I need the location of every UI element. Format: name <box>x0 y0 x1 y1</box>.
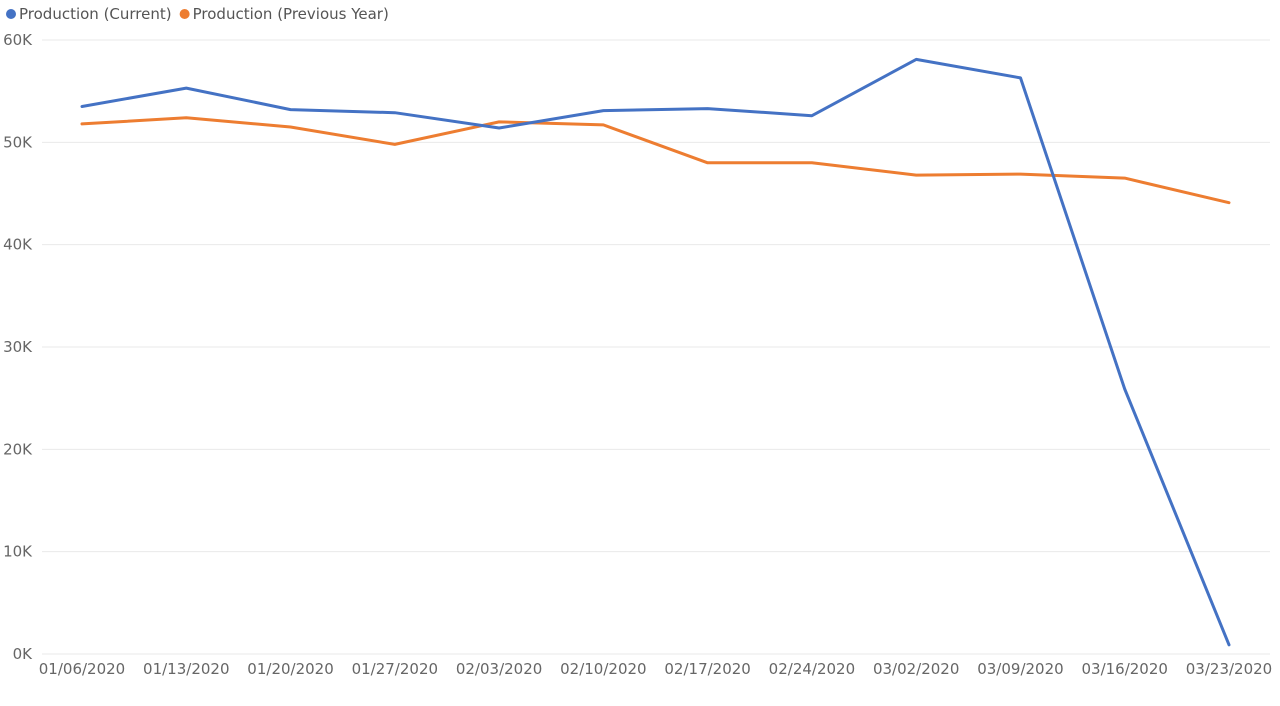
y-tick-label: 20K <box>3 440 33 458</box>
x-tick-label: 02/10/2020 <box>560 660 646 678</box>
x-tick-label: 03/23/2020 <box>1186 660 1272 678</box>
x-tick-label: 03/09/2020 <box>977 660 1063 678</box>
x-tick-label: 01/27/2020 <box>352 660 438 678</box>
x-tick-label: 02/03/2020 <box>456 660 542 678</box>
legend-marker <box>179 9 190 19</box>
y-axis: 0K 10K 20K 30K 40K 50K 60K <box>3 31 33 663</box>
x-tick-label: 01/06/2020 <box>39 660 125 678</box>
x-tick-label: 02/24/2020 <box>769 660 855 678</box>
legend: Production (Current) Production (Previous… <box>6 5 389 23</box>
x-tick-label: 01/13/2020 <box>143 660 229 678</box>
y-tick-label: 30K <box>3 338 33 356</box>
legend-label: Production (Current) <box>19 5 172 23</box>
gridlines <box>42 39 1270 655</box>
series-lines <box>80 57 1231 647</box>
legend-marker <box>6 9 16 19</box>
y-tick-label: 40K <box>3 236 33 254</box>
series-line-current <box>80 57 1231 647</box>
y-tick-label: 10K <box>3 543 33 561</box>
series-line-previous-year <box>80 116 1231 205</box>
y-tick-label: 50K <box>3 133 33 151</box>
legend-label: Production (Previous Year) <box>193 5 389 23</box>
x-tick-label: 03/16/2020 <box>1081 660 1167 678</box>
x-tick-label: 03/02/2020 <box>873 660 959 678</box>
x-tick-label: 01/20/2020 <box>247 660 333 678</box>
y-tick-label: 60K <box>3 31 33 49</box>
x-axis: 01/06/2020 01/13/2020 01/20/2020 01/27/2020… <box>39 660 1272 678</box>
y-tick-label: 0K <box>13 645 34 663</box>
x-tick-label: 02/17/2020 <box>664 660 750 678</box>
